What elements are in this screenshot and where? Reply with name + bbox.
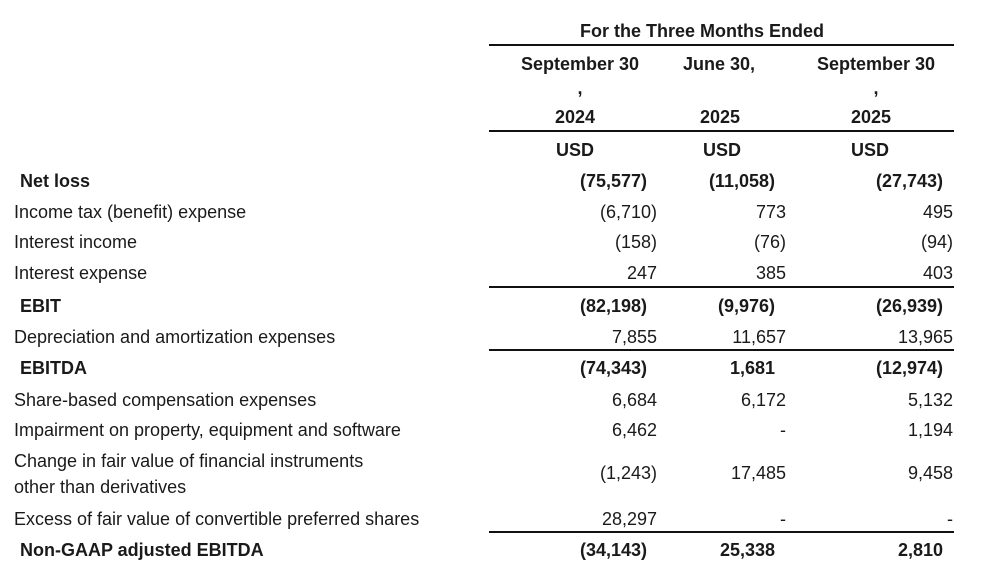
row-value: (74,343) <box>579 358 647 378</box>
row-value: 2,810 <box>897 540 943 560</box>
row-value: - <box>780 509 786 529</box>
row-value: (76) <box>753 232 786 252</box>
divider <box>489 130 954 132</box>
column-date: June 30, <box>682 54 756 74</box>
row-value: (26,939) <box>875 296 943 316</box>
column-year: 2025 <box>699 107 741 127</box>
column-date: September 30 <box>816 54 936 74</box>
row-label: Interest expense <box>14 263 148 283</box>
row-value: (34,143) <box>579 540 647 560</box>
row-value: (6,710) <box>599 202 657 222</box>
divider <box>489 286 954 288</box>
divider <box>489 44 954 46</box>
row-value: 6,172 <box>740 390 786 410</box>
row-label: Share-based compensation expenses <box>14 390 317 410</box>
column-year: 2025 <box>850 107 892 127</box>
column-currency: USD <box>555 140 594 160</box>
row-value: 773 <box>755 202 786 222</box>
period-title: For the Three Months Ended <box>580 21 825 41</box>
row-value: - <box>780 420 786 440</box>
row-value: 11,657 <box>732 327 786 347</box>
row-label: Depreciation and amortization expenses <box>14 327 336 347</box>
row-value: - <box>947 509 953 529</box>
divider <box>489 531 954 533</box>
row-value: 1,194 <box>907 420 953 440</box>
row-value: 6,684 <box>611 390 657 410</box>
row-value: (27,743) <box>875 171 943 191</box>
row-label-continued: other than derivatives <box>14 477 187 497</box>
row-label: Change in fair value of financial instru… <box>14 451 364 471</box>
column-currency: USD <box>702 140 741 160</box>
row-value: 25,338 <box>719 540 775 560</box>
row-value: (9,976) <box>717 296 775 316</box>
row-label: Income tax (benefit) expense <box>14 202 247 222</box>
row-value: 9,458 <box>907 463 953 483</box>
row-label: Excess of fair value of convertible pref… <box>14 509 420 529</box>
row-value: 247 <box>626 263 657 283</box>
row-label: EBIT <box>20 296 62 316</box>
column-date-comma: , <box>873 78 879 98</box>
divider <box>489 349 954 351</box>
row-label: Net loss <box>20 171 91 191</box>
row-label: Non-GAAP adjusted EBITDA <box>20 540 264 560</box>
row-value: 403 <box>922 263 953 283</box>
column-date: September 30 <box>520 54 640 74</box>
column-year: 2024 <box>554 107 596 127</box>
column-date-comma: , <box>577 78 583 98</box>
row-label: Impairment on property, equipment and so… <box>14 420 401 440</box>
row-value: (94) <box>920 232 953 252</box>
row-value: (11,058) <box>708 171 775 191</box>
row-value: 6,462 <box>611 420 657 440</box>
row-value: 385 <box>755 263 786 283</box>
row-value: 5,132 <box>907 390 953 410</box>
column-currency: USD <box>850 140 889 160</box>
row-value: (12,974) <box>875 358 943 378</box>
row-value: 17,485 <box>730 463 786 483</box>
row-value: 13,965 <box>897 327 953 347</box>
row-label: EBITDA <box>20 358 87 378</box>
row-value: 7,855 <box>611 327 657 347</box>
row-value: 495 <box>922 202 953 222</box>
row-label: Interest income <box>14 232 138 252</box>
row-value: (82,198) <box>579 296 647 316</box>
row-value: 1,681 <box>729 358 775 378</box>
row-value: (158) <box>614 232 657 252</box>
row-value: (75,577) <box>579 171 647 191</box>
row-value: 28,297 <box>601 509 657 529</box>
row-value: (1,243) <box>599 463 657 483</box>
